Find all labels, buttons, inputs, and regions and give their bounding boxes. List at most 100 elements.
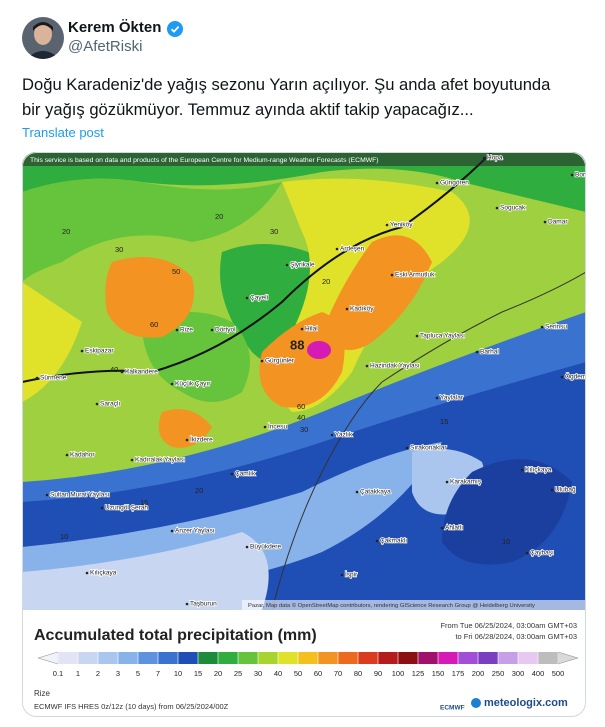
colorbar-cell xyxy=(58,652,78,664)
place-label: Tapluca Yaylası xyxy=(420,333,465,340)
place-label: Barhal xyxy=(480,349,499,356)
colorbar-label: 0.1 xyxy=(53,669,63,678)
colorbar-label: 15 xyxy=(194,669,202,678)
place-label: Hilal xyxy=(305,326,318,333)
colorbar-label: 2 xyxy=(96,669,100,678)
place-dot xyxy=(482,156,486,160)
colorbar-label: 300 xyxy=(512,669,525,678)
place-dot xyxy=(440,526,444,530)
time-to: to Fri 06/28/2024, 03:00am GMT+03 xyxy=(455,632,577,641)
place-label: Çakmaklı xyxy=(380,538,407,545)
colorbar-cell xyxy=(258,652,278,664)
contour-label: 30 xyxy=(270,227,278,236)
place-label: Gürgünler xyxy=(265,358,295,365)
place-label: Çaybaşı xyxy=(530,550,554,557)
colorbar-cell xyxy=(498,652,518,664)
place-dot xyxy=(445,480,449,484)
place-label: Eski Armutluk xyxy=(395,272,435,279)
contour-label: 60 xyxy=(150,320,158,329)
place-label: Anzer Yaylası xyxy=(175,528,215,535)
colorbar-cell xyxy=(198,652,218,664)
colorbar-cell xyxy=(518,652,538,664)
place-label: Eskipazar xyxy=(85,348,114,355)
max-value: 88 xyxy=(290,337,304,352)
time-from: From Tue 06/25/2024, 03:00am GMT+03 xyxy=(440,621,577,630)
place-dot xyxy=(525,551,529,555)
colorbar-cell xyxy=(138,652,158,664)
place-label: Borç xyxy=(575,172,586,179)
colorbar-label: 50 xyxy=(294,669,302,678)
colorbar-cell xyxy=(178,652,198,664)
place-label: Kadıköy xyxy=(350,306,374,313)
place-label: Dörtyol xyxy=(215,327,236,334)
place-dot xyxy=(560,375,564,379)
colorbar-cell xyxy=(538,652,558,664)
colorbar-cell xyxy=(218,652,238,664)
place-dot xyxy=(260,359,264,363)
place-dot xyxy=(520,468,524,472)
contour-label: 30 xyxy=(115,245,123,254)
place-dot xyxy=(385,223,389,227)
colorbar-label: 80 xyxy=(354,669,362,678)
ecmwf-logo: ECMWF xyxy=(440,705,465,712)
place-label: Sultan Murat Yaylası xyxy=(50,492,110,499)
place-dot xyxy=(390,273,394,277)
colorbar-cell xyxy=(418,652,438,664)
colorbar-label: 90 xyxy=(374,669,382,678)
place-label: Sogucak xyxy=(500,205,526,212)
author-handle[interactable]: @AfetRiski xyxy=(68,38,143,55)
place-label: Çayeli xyxy=(250,295,268,302)
legend-place: Rize xyxy=(34,689,51,698)
card-border xyxy=(22,152,586,717)
place-dot xyxy=(245,545,249,549)
contour-label: 15 xyxy=(140,498,148,507)
post-text: bir yağış gözükmüyor. Temmuz ayında akti… xyxy=(22,100,474,119)
place-dot xyxy=(570,173,574,177)
colorbar-label: 7 xyxy=(156,669,160,678)
place-dot xyxy=(335,247,339,251)
place-dot xyxy=(365,364,369,368)
place-dot xyxy=(550,488,554,492)
colorbar-label: 3 xyxy=(116,669,120,678)
place-label: Serinsu xyxy=(545,324,567,331)
place-dot xyxy=(495,206,499,210)
place-dot xyxy=(170,382,174,386)
place-label: İncesu xyxy=(268,422,288,431)
place-label: Ahlatlı xyxy=(445,525,463,532)
colorbar-label: 70 xyxy=(334,669,342,678)
colorbar-label: 30 xyxy=(254,669,262,678)
place-label: İspir xyxy=(345,570,358,579)
place-dot xyxy=(435,181,439,185)
colorbar-cell xyxy=(398,652,418,664)
colorbar-label: 175 xyxy=(452,669,465,678)
place-dot xyxy=(245,296,249,300)
colorbar-label: 20 xyxy=(214,669,222,678)
contour-label: 10 xyxy=(60,532,68,541)
colorbar-label: 400 xyxy=(532,669,545,678)
place-dot xyxy=(415,334,419,338)
place-dot xyxy=(543,220,547,224)
place-dot xyxy=(80,349,84,353)
colorbar-cell xyxy=(98,652,118,664)
author-name[interactable]: Kerem Ökten xyxy=(68,19,162,36)
translate-link[interactable]: Translate post xyxy=(22,125,104,140)
place-label: Yazlık xyxy=(335,432,353,439)
colorbar-label: 200 xyxy=(472,669,485,678)
media-card[interactable]: This service is based on data and produc… xyxy=(22,152,586,717)
colorbar-cell xyxy=(318,652,338,664)
map-notice: This service is based on data and produc… xyxy=(30,157,379,164)
colorbar-label: 60 xyxy=(314,669,322,678)
place-dot xyxy=(85,571,89,575)
avatar[interactable] xyxy=(22,17,64,59)
place-dot xyxy=(230,472,234,476)
colorbar-label: 100 xyxy=(392,669,405,678)
verified-badge xyxy=(167,21,183,37)
contour-label: 40 xyxy=(110,365,118,374)
place-dot xyxy=(175,328,179,332)
place-label: İkizdere xyxy=(190,435,213,444)
place-dot xyxy=(35,376,39,380)
colorbar-label: 25 xyxy=(234,669,242,678)
colorbar-cell xyxy=(78,652,98,664)
place-dot xyxy=(285,263,289,267)
